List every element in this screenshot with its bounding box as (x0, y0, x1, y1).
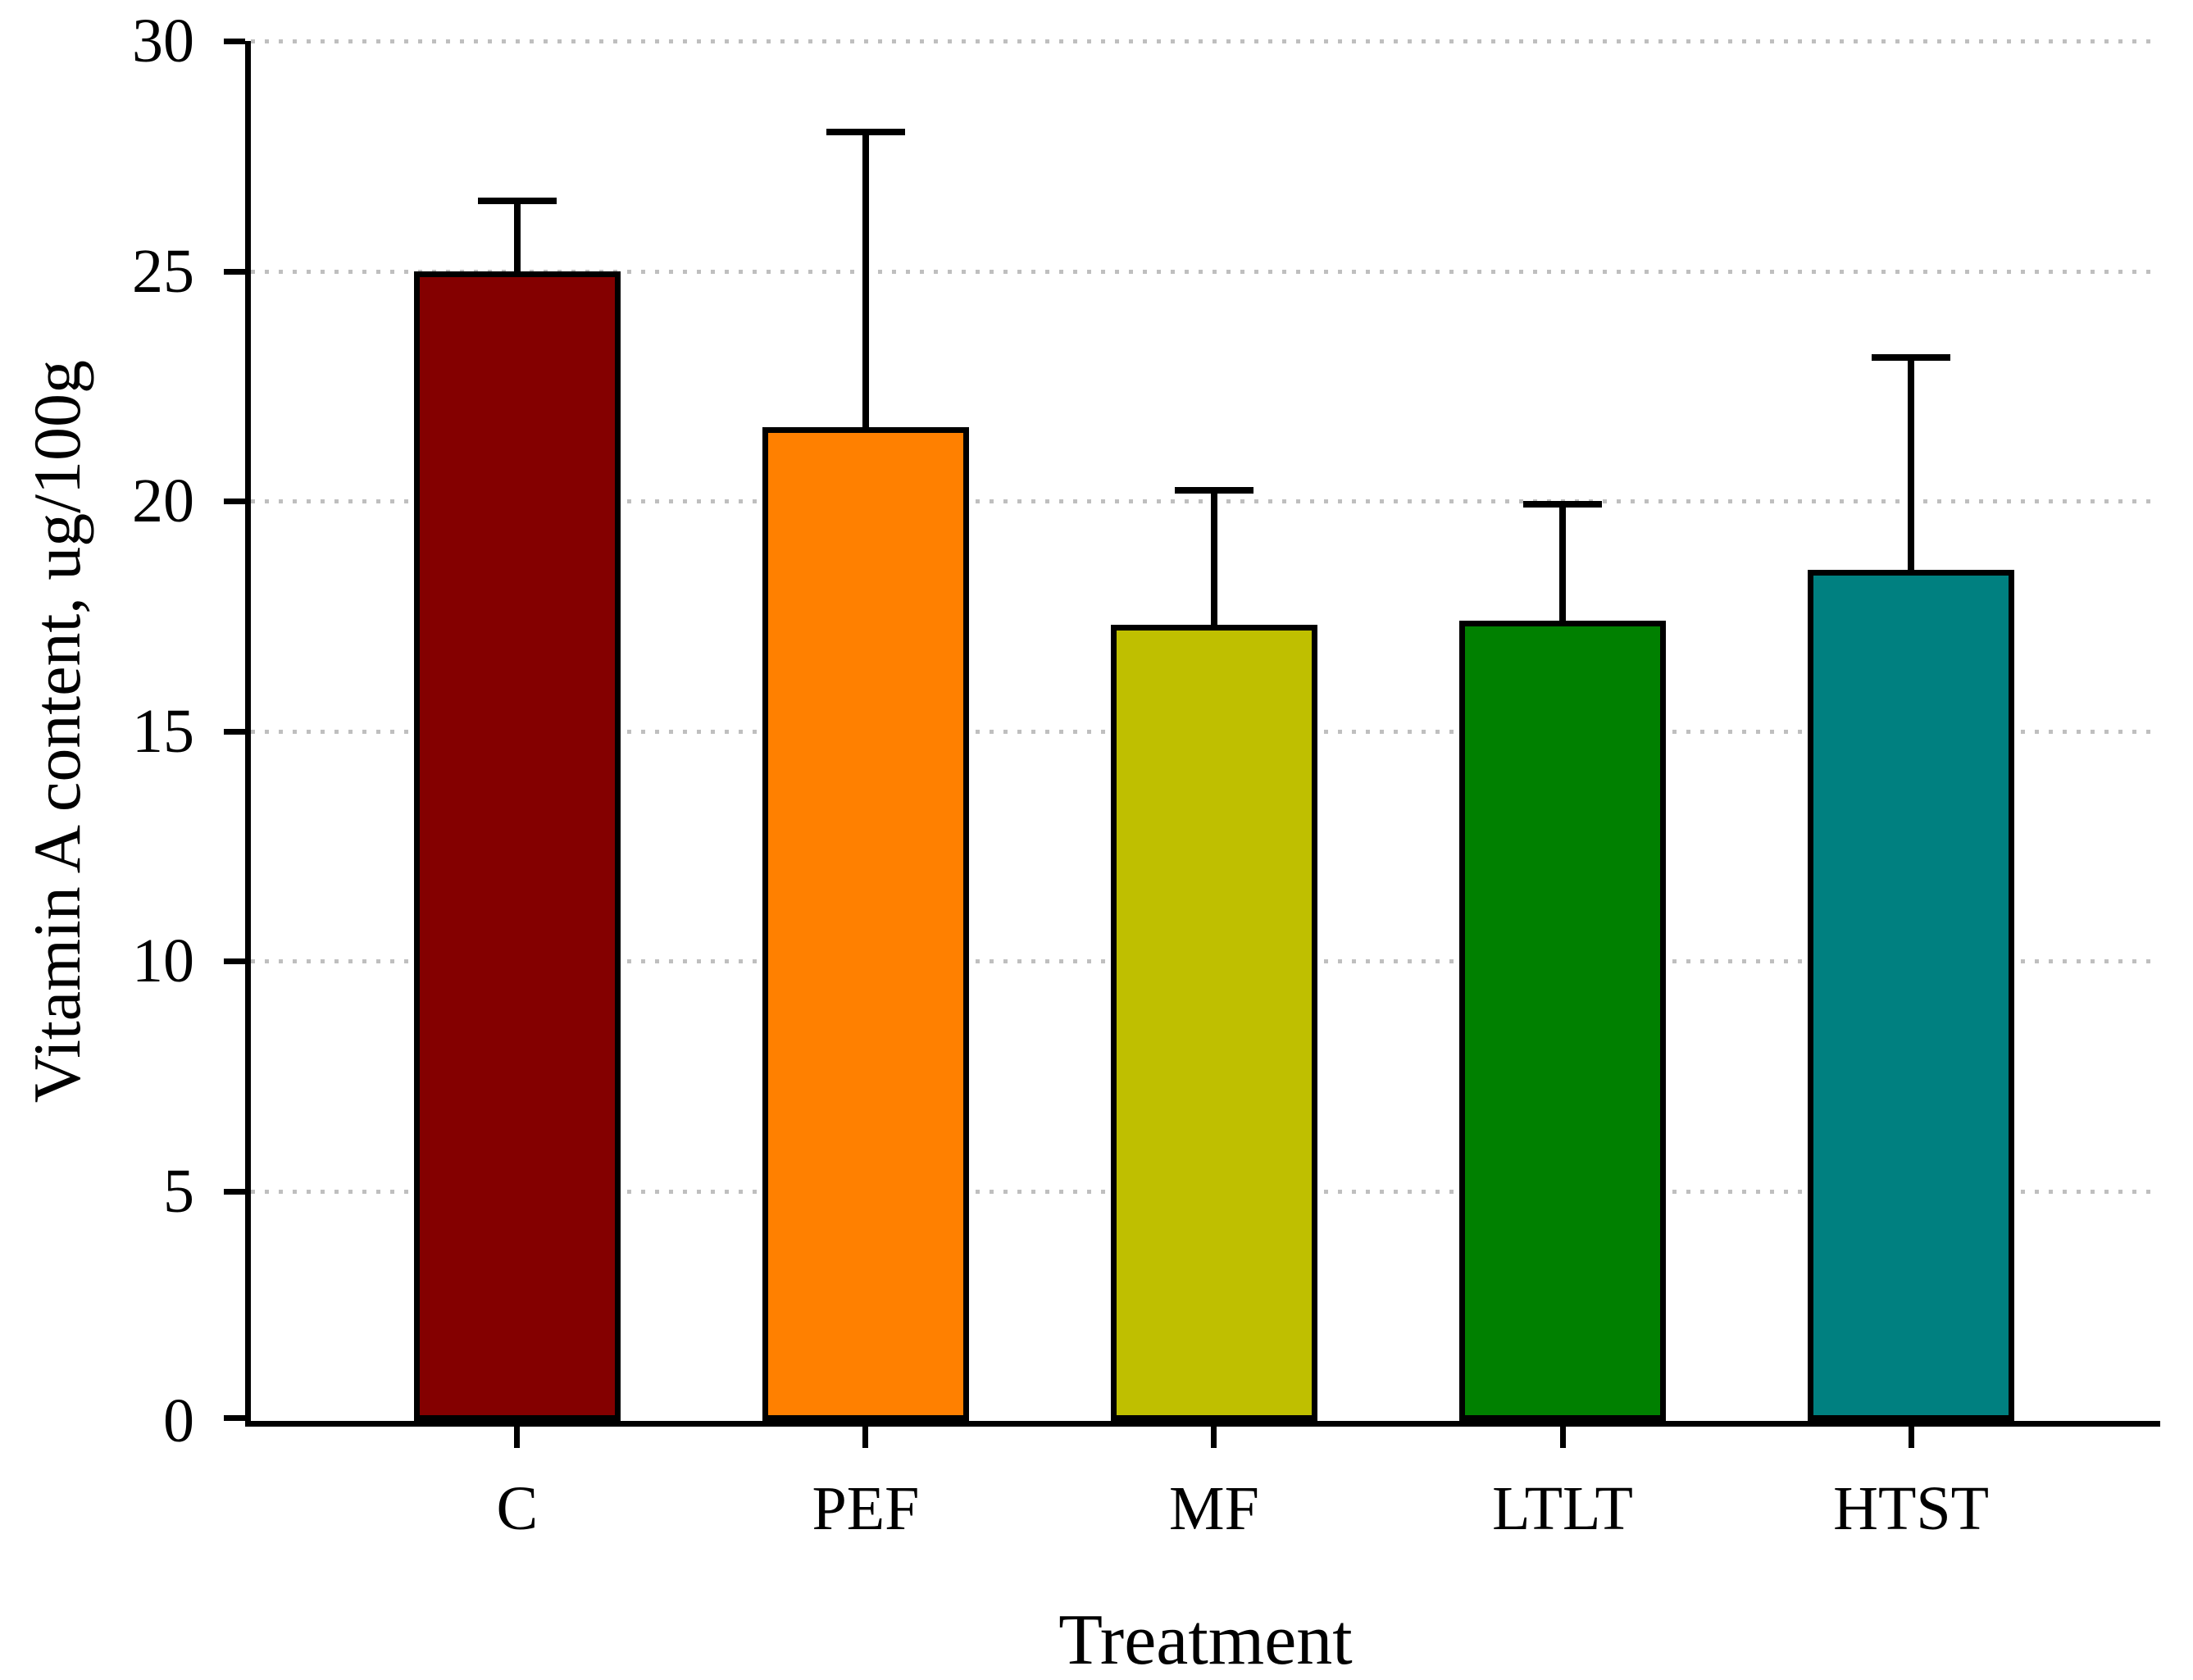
bar-ltlt (1459, 620, 1667, 1421)
error-bar-stem (513, 197, 521, 275)
error-bar-stem (1210, 487, 1217, 629)
bar-c (413, 271, 621, 1421)
y-tick-label-25: 25 (132, 236, 194, 306)
x-axis-title: Treatment (1058, 1600, 1353, 1680)
y-tick-label-10: 10 (132, 927, 194, 995)
y-axis-tick-10 (224, 958, 245, 964)
x-axis-tick-htst (1908, 1427, 1914, 1448)
y-tick-label-15: 15 (132, 696, 194, 766)
error-bar-stem (862, 128, 869, 431)
y-axis-tick-25 (224, 268, 245, 275)
error-bar-cap (1872, 353, 1951, 361)
y-axis-tick-20 (224, 499, 245, 504)
y-tick-label-20: 20 (132, 467, 194, 535)
x-tick-label-c: C (496, 1474, 539, 1543)
x-tick-label-ltlt: LTLT (1492, 1474, 1633, 1543)
error-bar-mf (1174, 487, 1253, 629)
error-bar-cap (1523, 501, 1603, 508)
error-bar-stem (1908, 353, 1915, 574)
error-bar-pef (826, 128, 905, 431)
gridline-y-30 (251, 39, 2160, 43)
x-tick-label-mf: MF (1169, 1474, 1259, 1543)
error-bar-htst (1872, 353, 1951, 574)
error-bar-cap (826, 128, 905, 135)
y-tick-label-5: 5 (163, 1156, 194, 1226)
x-axis-tick-mf (1211, 1427, 1217, 1448)
x-axis-tick-pef (862, 1427, 869, 1448)
error-bar-stem (1559, 501, 1567, 624)
bar-htst (1808, 570, 2015, 1421)
error-bar-c (477, 197, 557, 275)
y-tick-label-0: 0 (163, 1386, 194, 1455)
error-bar-cap (477, 197, 557, 204)
x-tick-label-pef: PEF (812, 1474, 920, 1543)
x-tick-label-htst: HTST (1833, 1474, 1990, 1543)
x-axis-tick-ltlt (1559, 1427, 1566, 1448)
error-bar-ltlt (1523, 501, 1603, 624)
error-bar-cap (1174, 487, 1253, 494)
bar-pef (762, 427, 969, 1421)
y-axis-tick-30 (224, 39, 245, 44)
y-tick-label-30: 30 (132, 7, 194, 75)
y-axis-tick-0 (224, 1415, 245, 1421)
y-axis-tick-5 (224, 1188, 245, 1195)
y-axis-tick-15 (224, 728, 245, 735)
x-axis-tick-c (514, 1427, 521, 1448)
bar-mf (1110, 625, 1317, 1421)
